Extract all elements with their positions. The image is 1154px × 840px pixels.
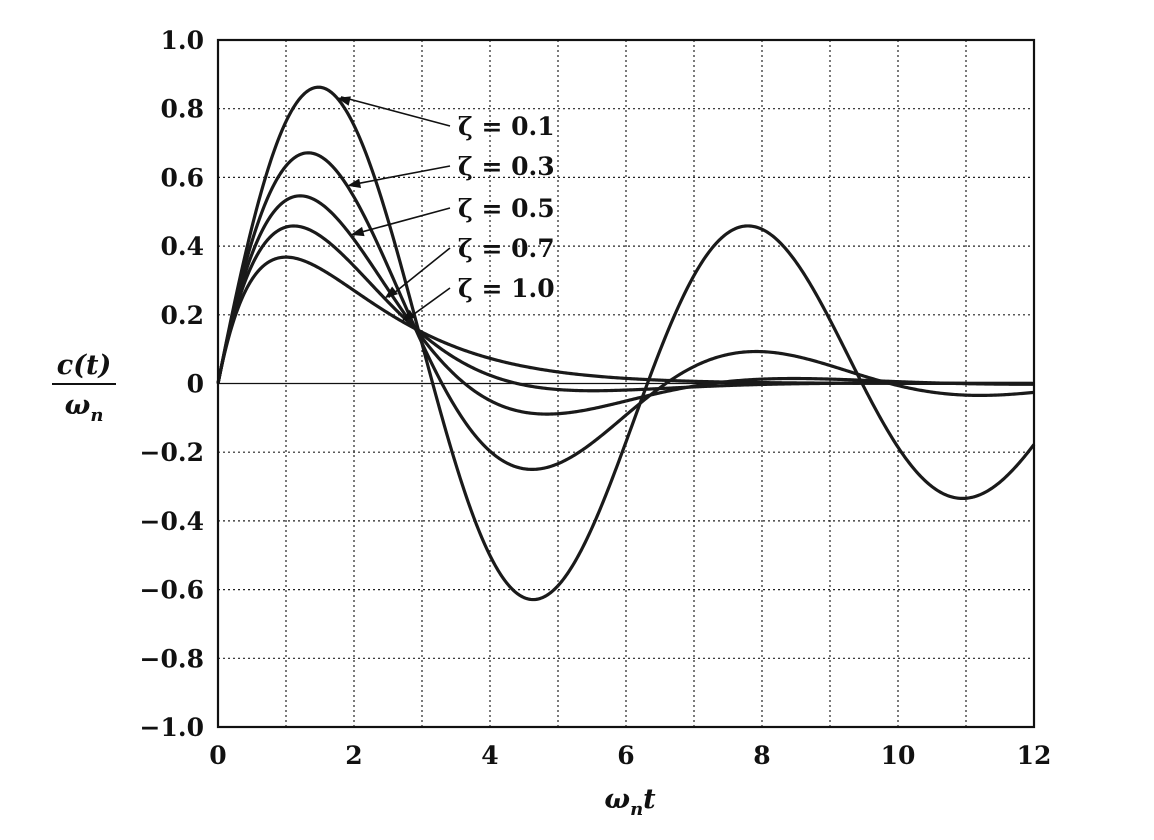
y-tick-label: 0 — [187, 370, 204, 399]
y-tick-label: −1.0 — [140, 713, 204, 742]
series-curves — [216, 85, 1036, 602]
series-label-zeta-0-5: ζ = 0.5 — [458, 194, 555, 223]
annotation-arrowhead — [337, 96, 351, 106]
x-tick-labels: 0 2 4 6 8 10 12 — [209, 741, 1051, 770]
annotation-arrowhead — [401, 309, 416, 322]
y-axis-label-numerator: c(t) — [57, 350, 111, 381]
series-label-zeta-0-3: ζ = 0.3 — [458, 152, 555, 181]
y-tick-label: −0.6 — [140, 576, 204, 605]
x-tick-label: 12 — [1017, 741, 1052, 770]
series-line-zeta-0-3 — [216, 151, 1035, 471]
x-tick-label: 2 — [345, 741, 362, 770]
annotation-arrow — [340, 96, 451, 127]
x-tick-label: 4 — [481, 741, 498, 770]
x-tick-label: 6 — [617, 741, 634, 770]
annotation-arrowhead — [350, 226, 365, 237]
series-line-zeta-1 — [216, 255, 1035, 386]
x-tick-label: 0 — [209, 741, 226, 770]
y-tick-label: 0.8 — [161, 95, 205, 124]
x-tick-label: 10 — [881, 741, 916, 770]
series-annotations: ζ = 0.1 ζ = 0.3 ζ = 0.5 ζ = 0.7 ζ = 1.0 — [337, 96, 555, 322]
annotation-arrow — [388, 247, 451, 298]
series-label-zeta-0-1: ζ = 0.1 — [458, 112, 555, 141]
annotation-arrow — [354, 207, 451, 235]
y-tick-label: −0.2 — [140, 438, 204, 467]
annotation-arrowhead — [384, 286, 398, 299]
series-line-zeta-0-1 — [216, 85, 1036, 602]
y-tick-label: −0.4 — [140, 507, 204, 536]
y-tick-label: 0.6 — [161, 163, 205, 192]
y-tick-label: 0.2 — [161, 301, 205, 330]
y-tick-label: −0.8 — [140, 644, 204, 673]
series-label-zeta-1: ζ = 1.0 — [458, 274, 555, 303]
x-tick-label: 8 — [753, 741, 770, 770]
grid — [218, 40, 1034, 727]
annotation-arrowhead — [347, 178, 362, 189]
y-axis-label-denominator: ωn — [65, 390, 104, 426]
plot-frame — [216, 38, 1036, 729]
y-tick-label: 0.4 — [161, 232, 205, 261]
x-axis-label: ωnt — [604, 784, 656, 820]
series-label-zeta-0-7: ζ = 0.7 — [458, 234, 555, 263]
y-tick-label: 1.0 — [161, 26, 205, 55]
annotation-arrow — [351, 165, 451, 186]
y-tick-labels: 1.0 0.8 0.6 0.4 0.2 0 −0.2 −0.4 −0.6 −0.8 −1.0 — [140, 26, 204, 742]
